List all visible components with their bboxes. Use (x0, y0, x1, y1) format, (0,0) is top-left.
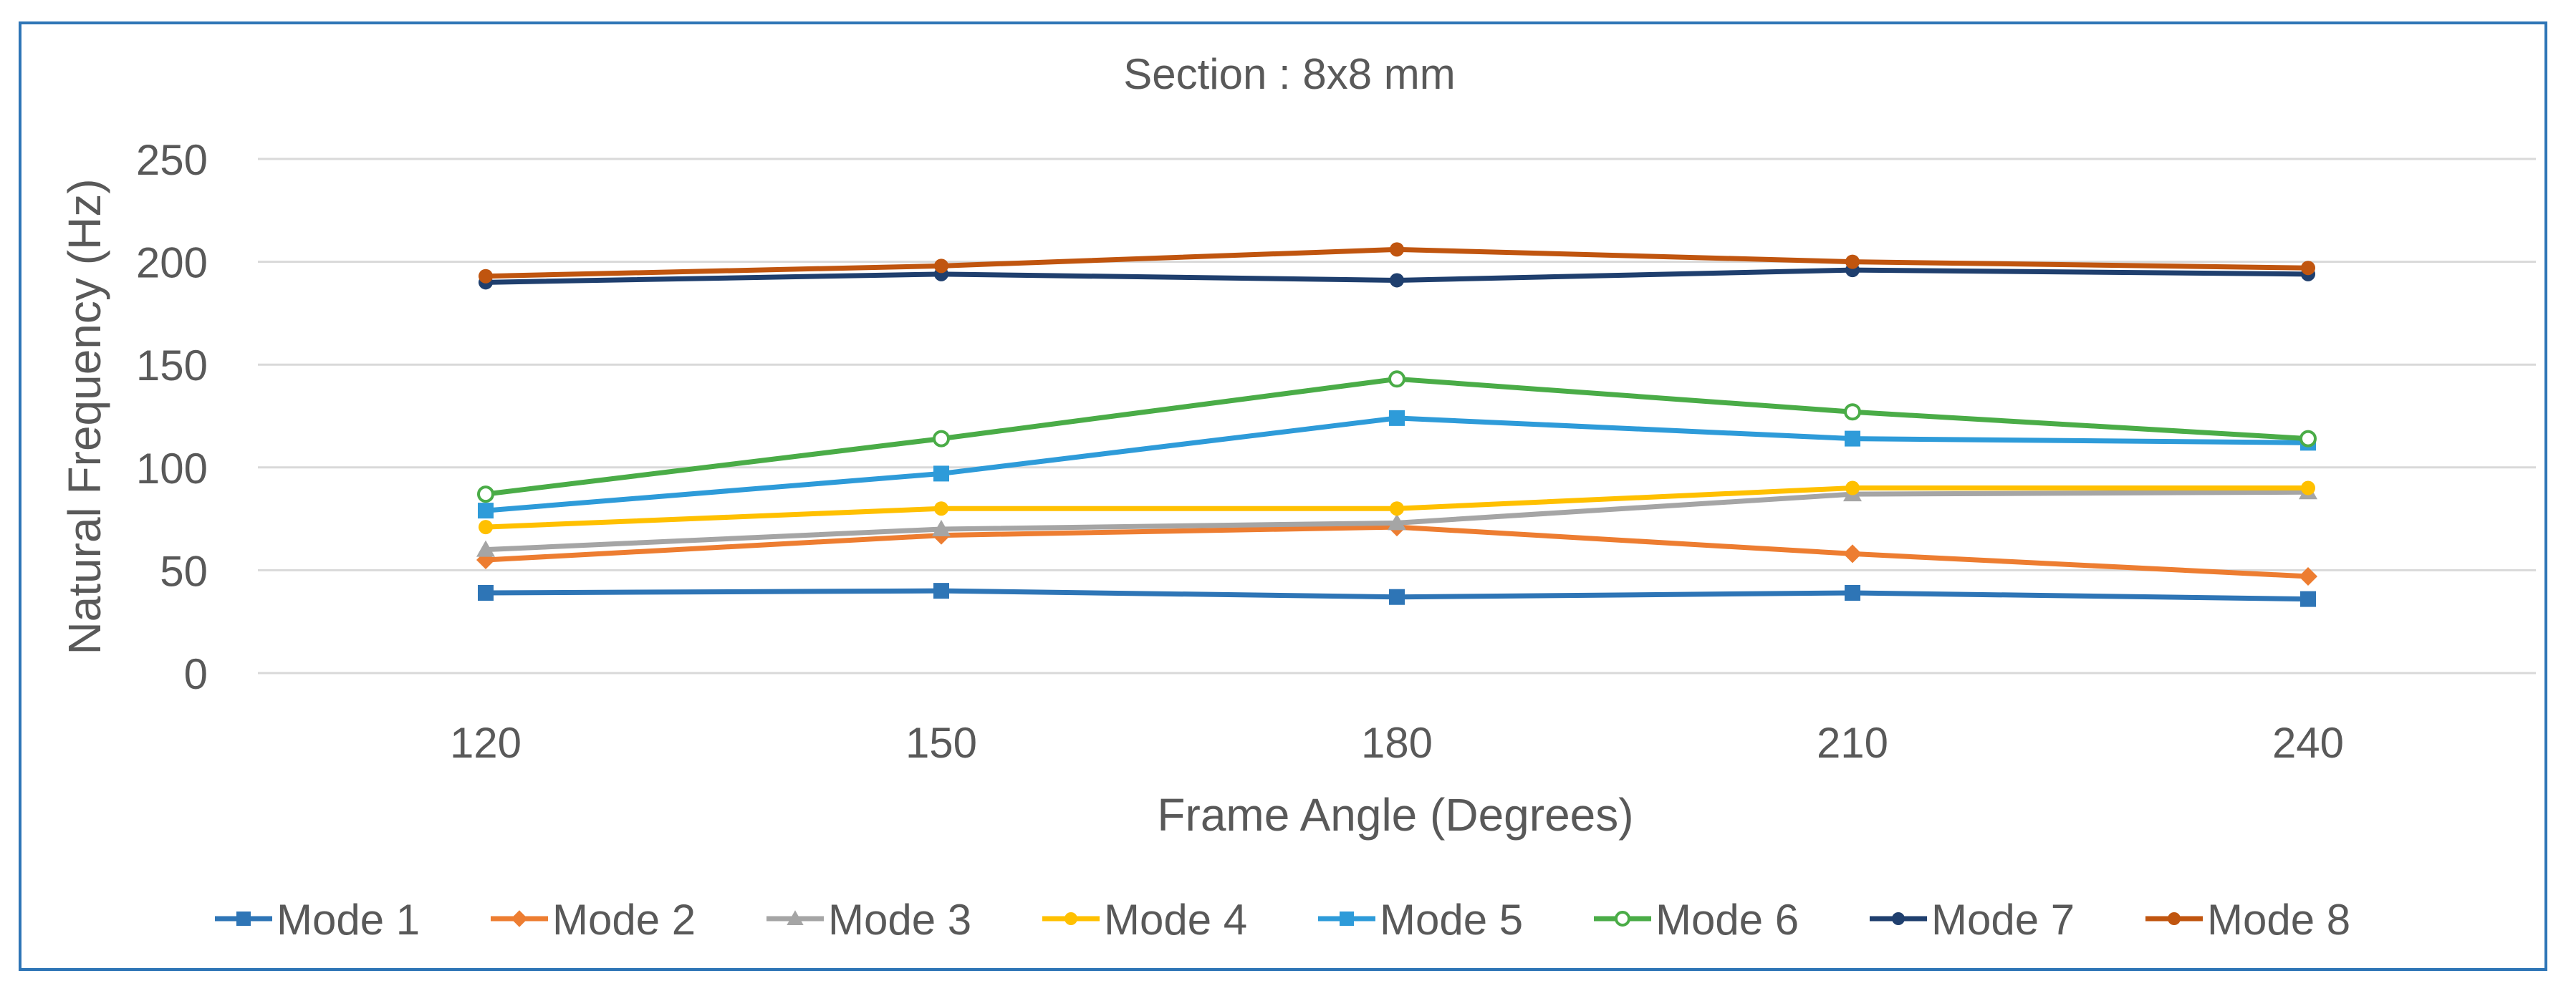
data-point (1845, 480, 1860, 495)
legend-marker (787, 910, 804, 925)
data-point (1388, 370, 1405, 388)
series-mode-7 (479, 263, 2315, 290)
data-point (1390, 273, 1404, 288)
data-point (934, 258, 948, 274)
data-point (2299, 430, 2317, 448)
legend-label: Mode 5 (1380, 896, 1523, 944)
data-point (1390, 242, 1404, 257)
y-tick-label: 0 (184, 650, 208, 698)
data-point (933, 583, 949, 599)
data-point (477, 485, 494, 503)
data-point (2299, 567, 2317, 586)
data-point (476, 540, 495, 557)
x-axis-label: Frame Angle (Degrees) (1157, 789, 1633, 841)
y-tick-label: 250 (136, 136, 208, 184)
y-axis-ticks: 0 50 100 150 200 250 (136, 136, 208, 698)
legend-item: Mode 4 (1042, 896, 1247, 944)
legend-marker (2168, 912, 2181, 925)
data-point (478, 503, 494, 519)
series-mode-5 (478, 410, 2316, 519)
series-mode-4 (479, 480, 2315, 535)
x-axis-ticks: 120 150 180 210 240 (450, 719, 2344, 767)
data-point (478, 584, 494, 601)
data-point (933, 465, 949, 482)
legend-marker (1340, 912, 1354, 926)
x-tick-label: 150 (905, 719, 977, 767)
legend-marker (1064, 912, 1077, 925)
legend: Mode 1 Mode 2 Mode 3 Mode 4 Mode 5 Mode 6 Mode… (215, 896, 2350, 944)
legend-label: Mode 4 (1104, 896, 1247, 944)
data-point (1845, 430, 1860, 447)
legend-marker (511, 910, 528, 927)
x-tick-label: 120 (450, 719, 522, 767)
legend-label: Mode 2 (552, 896, 696, 944)
series-mode-1 (478, 583, 2316, 607)
legend-label: Mode 7 (1931, 896, 2075, 944)
data-point (1844, 403, 1861, 421)
y-tick-label: 200 (136, 239, 208, 287)
series-line (485, 415, 2309, 513)
y-tick-label: 50 (160, 547, 208, 595)
legend-item: Mode 2 (491, 896, 696, 944)
data-point (1845, 584, 1860, 601)
chart-frame (19, 21, 2547, 971)
data-point (1845, 254, 1860, 269)
data-point (1388, 513, 1406, 531)
legend-marker (1615, 911, 1630, 927)
data-point (1843, 544, 1862, 564)
x-tick-label: 180 (1361, 719, 1433, 767)
data-point (934, 501, 948, 516)
data-point (479, 269, 493, 284)
legend-item: Mode 3 (766, 896, 971, 944)
data-point (479, 520, 493, 535)
data-point (932, 519, 951, 536)
series-layer (476, 242, 2317, 607)
y-tick-label: 150 (136, 342, 208, 390)
data-point (933, 430, 950, 448)
legend-item: Mode 8 (2145, 896, 2350, 944)
legend-label: Mode 6 (1655, 896, 1799, 944)
y-axis-label: Natural Frequency (Hz) (59, 178, 110, 654)
legend-marker (236, 912, 251, 926)
legend-label: Mode 1 (277, 896, 420, 944)
data-point (1389, 410, 1405, 426)
chart-title: Section : 8x8 mm (1123, 50, 1456, 98)
series-line (485, 376, 2309, 497)
data-point (1390, 501, 1404, 516)
legend-label: Mode 8 (2207, 896, 2350, 944)
series-mode-6 (477, 370, 2317, 503)
legend-label: Mode 3 (828, 896, 971, 944)
legend-item: Mode 7 (1870, 896, 2075, 944)
x-tick-label: 210 (1817, 719, 1888, 767)
data-point (2300, 591, 2316, 607)
legend-item: Mode 6 (1594, 896, 1799, 944)
x-tick-label: 240 (2272, 719, 2344, 767)
data-point (2301, 480, 2315, 495)
data-point (1389, 589, 1405, 605)
legend-marker (1892, 912, 1905, 925)
data-point (2301, 261, 2315, 276)
series-mode-8 (479, 242, 2315, 284)
legend-item: Mode 1 (215, 896, 420, 944)
legend-item: Mode 5 (1318, 896, 1523, 944)
y-tick-label: 100 (136, 445, 208, 493)
series-mode-3 (476, 483, 2317, 557)
